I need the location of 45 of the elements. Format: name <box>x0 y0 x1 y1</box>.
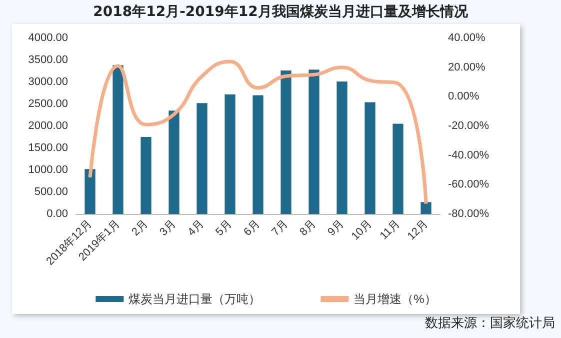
bar <box>84 169 96 214</box>
y2-tick-label: -80.00% <box>448 208 490 220</box>
x-tick-label: 3月 <box>158 218 178 238</box>
legend-label: 煤炭当月进口量（万吨） <box>128 292 261 306</box>
bar <box>224 94 236 214</box>
line-series <box>88 60 428 206</box>
bar <box>168 110 180 214</box>
bar <box>420 202 432 214</box>
bar <box>336 82 348 214</box>
x-tick-label: 11月 <box>378 218 402 242</box>
chart-title: 2018年12月-2019年12月我国煤炭当月进口量及增长情况 <box>92 3 469 21</box>
bar <box>112 65 124 214</box>
y-tick-label: 0.00 <box>46 208 68 220</box>
y2-tick-label: 0.00% <box>448 90 480 103</box>
bar <box>308 70 320 214</box>
bar <box>280 70 292 214</box>
bar <box>252 95 264 214</box>
y-tick-label: 1000.00 <box>28 164 68 176</box>
y2-tick-label: 40.00% <box>448 32 486 44</box>
y2-tick-label: -60.00% <box>448 178 490 191</box>
y2-tick-label: -40.00% <box>448 149 490 162</box>
bar <box>140 137 152 214</box>
legend-label: 当月增速（%） <box>354 292 436 306</box>
x-tick-label: 2月 <box>130 218 150 238</box>
y-tick-label: 3000.00 <box>28 76 68 88</box>
x-tick-label: 10月 <box>349 218 374 243</box>
y-tick-label: 2500.00 <box>28 98 68 110</box>
x-tick-label: 9月 <box>326 218 346 238</box>
y-tick-label: 500.00 <box>34 186 68 198</box>
y-tick-label: 1500.00 <box>28 142 68 154</box>
bar <box>196 103 208 214</box>
x-tick-label: 6月 <box>242 218 262 238</box>
y-tick-label: 4000.00 <box>28 32 68 44</box>
y2-tick-label: -20.00% <box>448 120 490 132</box>
x-tick-label: 5月 <box>214 218 234 238</box>
x-tick-label: 12月 <box>405 218 430 243</box>
y2-tick-label: 20.00% <box>448 61 486 74</box>
bar <box>364 102 376 214</box>
x-tick-label: 8月 <box>298 218 318 238</box>
bar <box>392 124 404 214</box>
x-tick-label: 7月 <box>270 218 290 238</box>
y-tick-label: 3500.00 <box>28 54 68 66</box>
x-tick-label: 4月 <box>186 218 206 238</box>
y-tick-label: 2000.00 <box>28 120 68 132</box>
source-note: 数据来源：国家统计局 <box>425 315 555 332</box>
